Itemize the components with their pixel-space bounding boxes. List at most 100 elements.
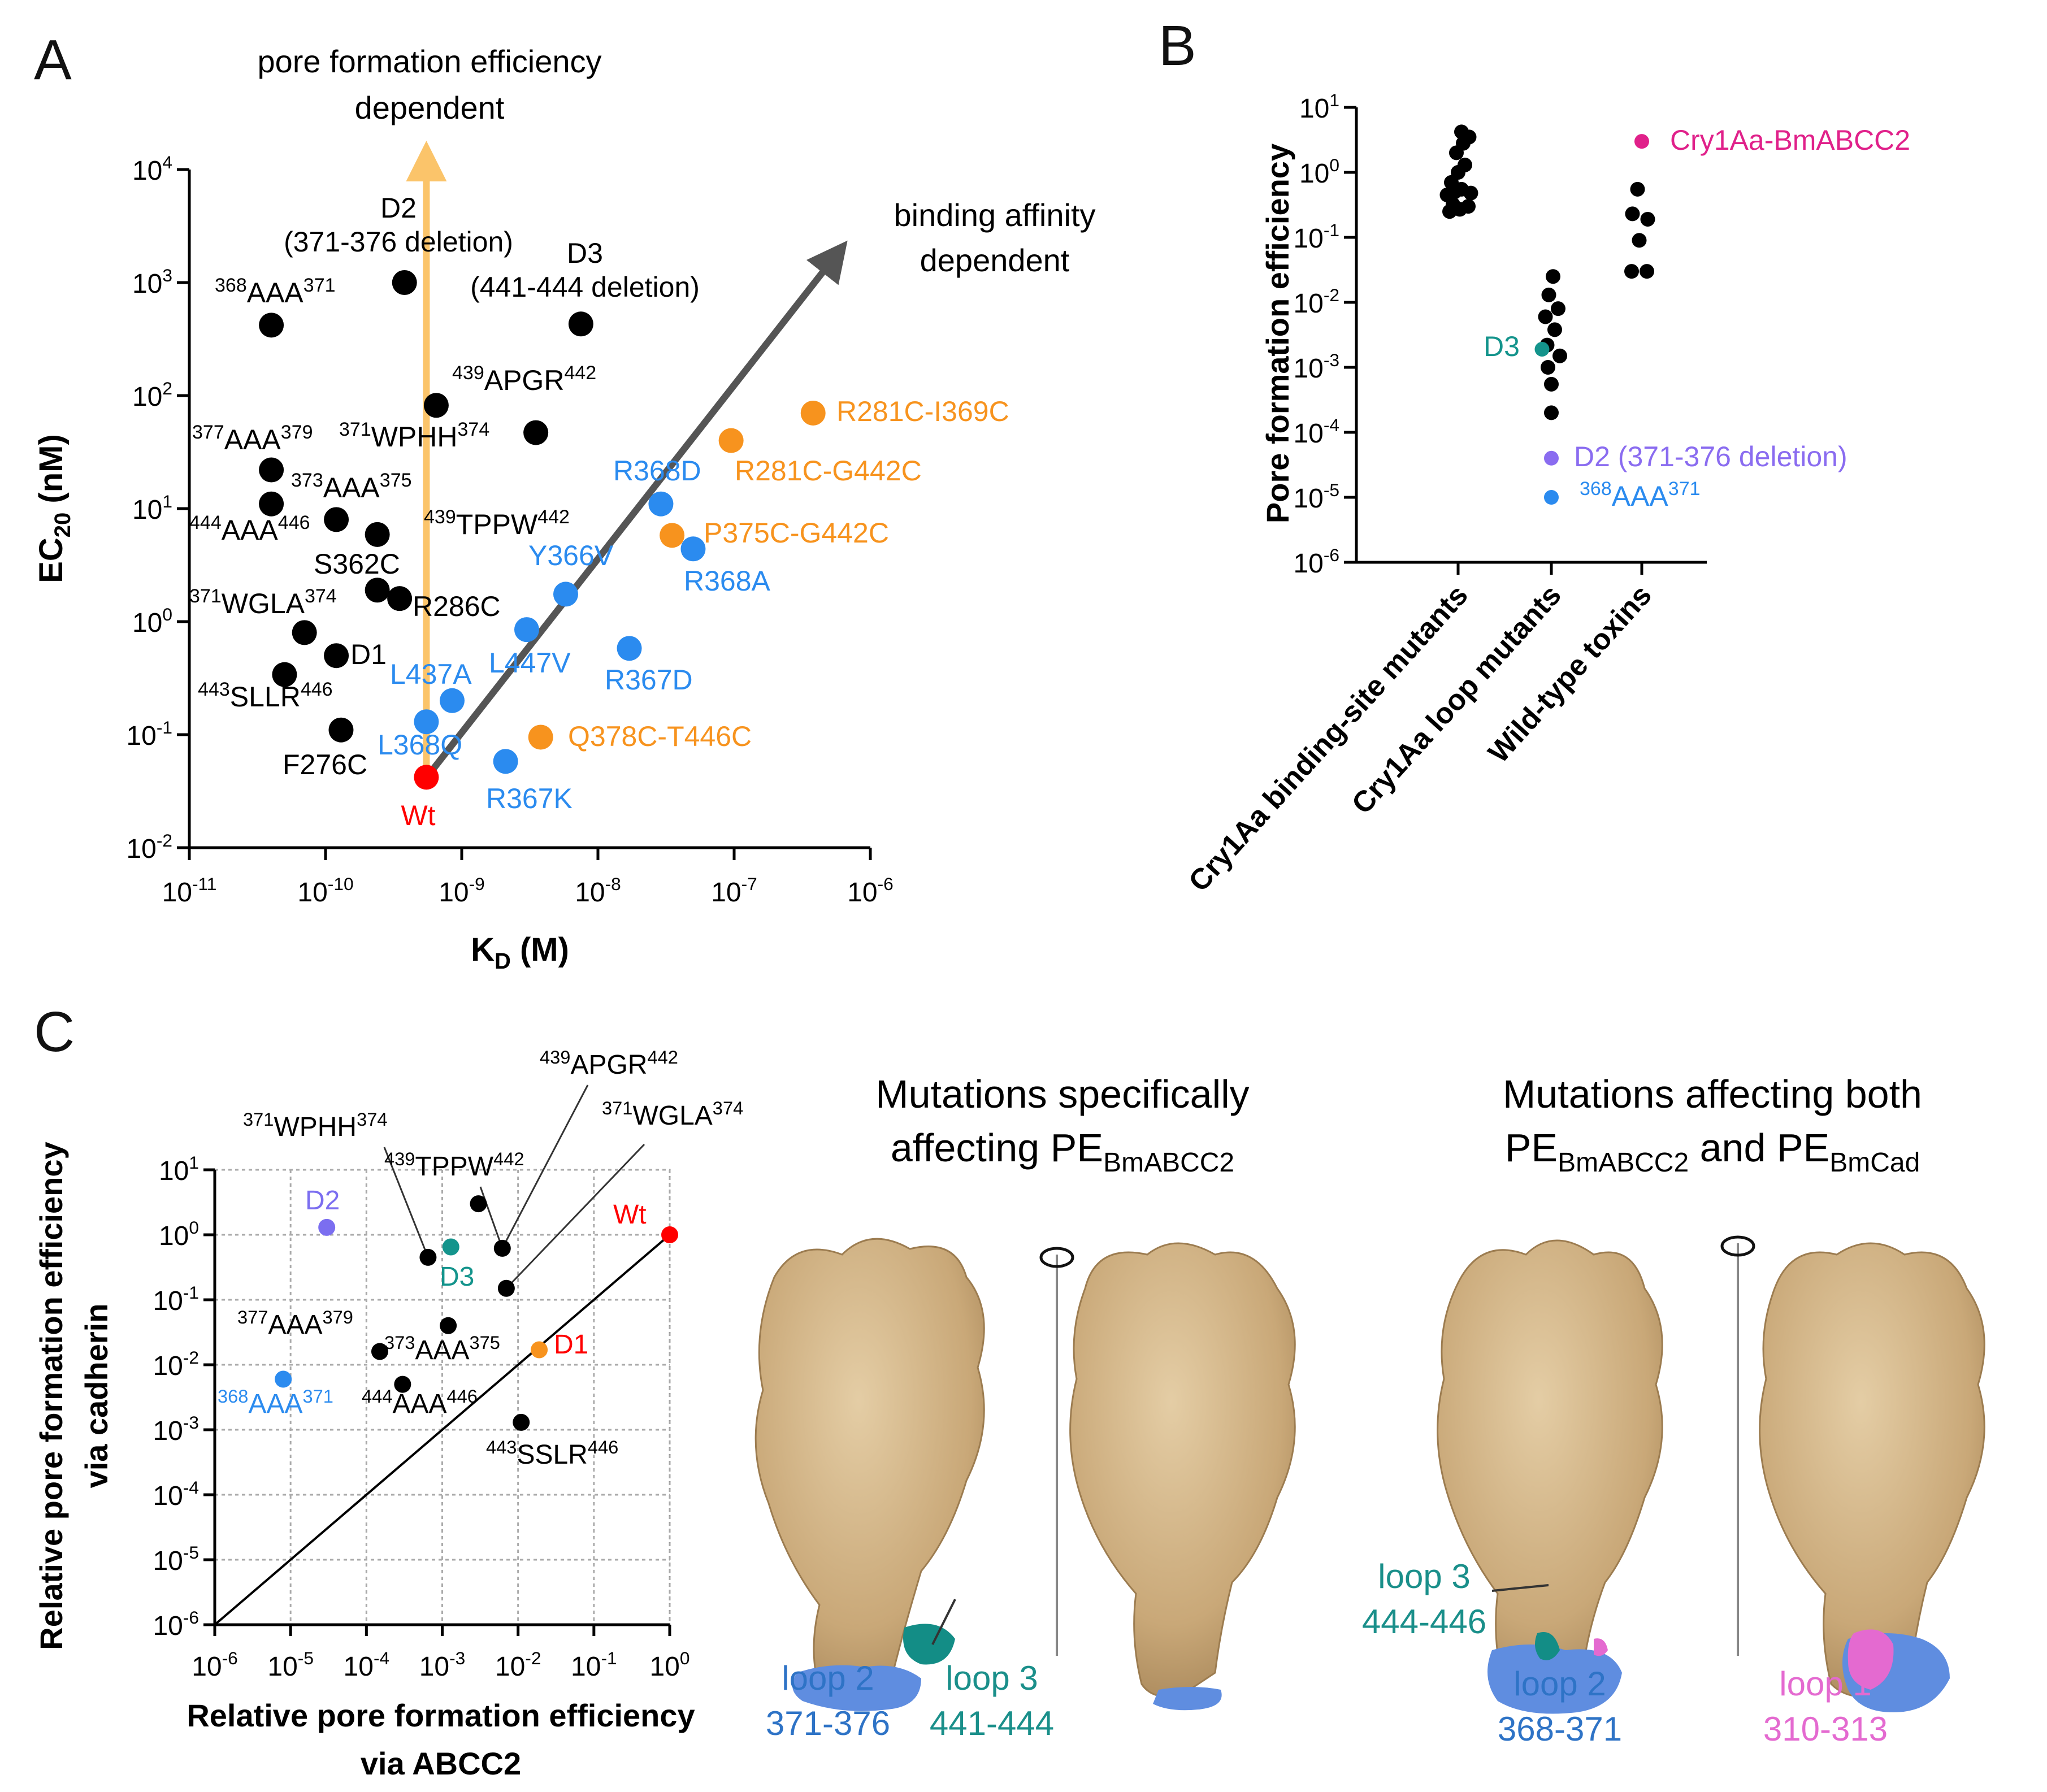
left-structures-title-1: Mutations specifically: [875, 1072, 1249, 1116]
panel-b-point: [1541, 287, 1556, 302]
panel-c-point: [470, 1195, 487, 1213]
panel-a-point-label: 439APGR442: [452, 362, 596, 396]
panel-a-y-tick-label: 102: [132, 378, 172, 412]
panel-a-point: [387, 586, 413, 611]
panel-b-point: [1544, 376, 1559, 392]
panel-b-point: [1534, 341, 1550, 357]
loop-label-3-line2: 444-446: [1362, 1603, 1486, 1641]
panel-c-y-tick-label: 10-3: [153, 1412, 199, 1446]
panel-c-point: [394, 1376, 411, 1393]
panel-b-point: [1634, 134, 1649, 149]
panel-c-y-tick-label: 101: [159, 1152, 199, 1186]
panel-c-point: [497, 1279, 515, 1297]
panel-a-point-label: D2: [380, 192, 417, 224]
panel-c-point: [440, 1317, 457, 1334]
panel-c-x-tick-label: 10-2: [495, 1648, 541, 1682]
panel-a-point: [272, 662, 297, 687]
panel-b-point: [1640, 211, 1655, 227]
panel-b-point-label: 368AAA371: [1580, 478, 1701, 512]
panel-a-point: [439, 688, 465, 713]
panel-b-point-label: D3: [1484, 331, 1520, 362]
panel-a-diag-arrow-label-2: dependent: [920, 242, 1070, 278]
loop-label-2-line2: 441-444: [930, 1704, 1054, 1742]
panel-b-point: [1640, 264, 1654, 279]
panel-c-x-tick-label: 10-6: [192, 1648, 238, 1682]
panel-b-point: [1538, 309, 1553, 324]
panel-a-point-label: R281C-G442C: [735, 455, 922, 487]
panel-c-point: [318, 1218, 336, 1236]
panel-c-leader-line: [501, 1084, 589, 1249]
panel-b-point: [1544, 450, 1559, 466]
panel-c-point: [442, 1238, 459, 1256]
panel-a-point-label: 373AAA375: [291, 470, 412, 504]
panel-a-point: [648, 491, 674, 517]
structure-panels: Mutations specifically affecting PEBmABC…: [754, 1072, 1985, 1748]
panel-a-point-label: 439TPPW442: [424, 506, 570, 540]
panel-b-y-tick-label: 10-2: [1293, 285, 1339, 319]
panel-a-y-tick-label: 100: [132, 604, 172, 638]
panel-a-y-tick-label: 10-2: [126, 830, 172, 864]
panel-a-point: [414, 709, 439, 735]
loop-label-1-line1: loop 2: [782, 1659, 874, 1697]
panel-a-point-label: F276C: [283, 749, 367, 780]
panel-a-diag-arrow-label-1: binding affinity: [894, 197, 1096, 233]
panel-c-point-label: D2: [305, 1186, 340, 1216]
panel-b-y-tick-label: 10-1: [1293, 220, 1339, 254]
panel-a-point: [259, 457, 284, 483]
panel-a-x-tick-label: 10-8: [575, 874, 621, 908]
panel-b-point: [1463, 185, 1478, 201]
panel-a-point: [493, 749, 518, 774]
panel-a-y-tick-label: 101: [132, 491, 172, 525]
panel-letter-c: C: [34, 1000, 75, 1064]
panel-c-x-tick-label: 10-1: [571, 1648, 617, 1682]
loop-label-3-line1: loop 3: [1378, 1557, 1470, 1595]
panel-a-point: [328, 717, 354, 743]
panel-c-point: [531, 1341, 548, 1359]
panel-c-point-label: Wt: [613, 1200, 647, 1230]
panel-a-point-label: Q378C-T446C: [568, 721, 752, 752]
panel-b-point: [1461, 199, 1476, 214]
panel-c-y-tick-label: 10-6: [153, 1607, 199, 1641]
panel-a-point: [259, 313, 284, 338]
panel-a-point-label: (371-376 deletion): [284, 226, 513, 258]
panel-b-point-label: D2 (371-376 deletion): [1574, 441, 1847, 472]
loop-label-5-line1: loop 1: [1779, 1665, 1871, 1703]
loop-label-4-line1: loop 2: [1513, 1665, 1606, 1703]
panel-a-point-label: R367D: [605, 664, 693, 696]
panel-c-point-label: 371WPHH374: [243, 1109, 388, 1142]
left-structures-title-2: affecting PEBmABCC2: [891, 1126, 1234, 1178]
panel-c-point-label: 377AAA379: [237, 1307, 353, 1340]
panel-a-point: [617, 636, 642, 661]
panel-a-point-label: Y366V: [528, 540, 614, 571]
panel-a-point-label: 443SLLR446: [198, 679, 333, 713]
panel-b-y-tick-label: 101: [1299, 90, 1339, 124]
panel-a-point-label: D3: [567, 237, 603, 269]
panel-c-x-tick-label: 10-3: [419, 1648, 466, 1682]
panel-a-point: [324, 507, 349, 532]
panel-c-leader-line: [383, 1147, 429, 1258]
panel-a-point: [528, 724, 553, 750]
rotate-icon-right: [1720, 1235, 1755, 1257]
panel-b-point: [1546, 269, 1560, 284]
panel-c-point-label: 439APGR442: [540, 1047, 678, 1080]
panel-c-leader-line: [479, 1186, 504, 1249]
rotate-icon-left: [1039, 1247, 1074, 1268]
panel-a-point-label: L368Q: [378, 729, 462, 761]
panel-b-point: [1632, 233, 1647, 248]
panel-a-x-tick-label: 10-7: [711, 874, 757, 908]
panel-c-point: [493, 1239, 511, 1257]
panel-c-x-tick-label: 10-4: [344, 1648, 390, 1682]
panel-a-up-arrow-label-1: pore formation efficiency: [257, 44, 601, 79]
panel-a-point-label: S362C: [314, 548, 400, 580]
panel-c-x-tick-label: 100: [649, 1648, 689, 1682]
panel-a-point-label: 371WPHH374: [339, 419, 489, 453]
panel-b-point: [1630, 181, 1645, 197]
panel-b-y-tick-label: 10-3: [1293, 350, 1339, 384]
panel-b-point: [1544, 405, 1559, 420]
panel-a-point: [800, 400, 826, 426]
panel-c-point: [275, 1370, 292, 1388]
panel-a-point-label: R368A: [684, 565, 771, 597]
panel-c-y-tick-label: 10-4: [153, 1477, 199, 1511]
panel-a-point: [718, 428, 744, 453]
panel-b-y-tick-label: 100: [1299, 155, 1339, 189]
